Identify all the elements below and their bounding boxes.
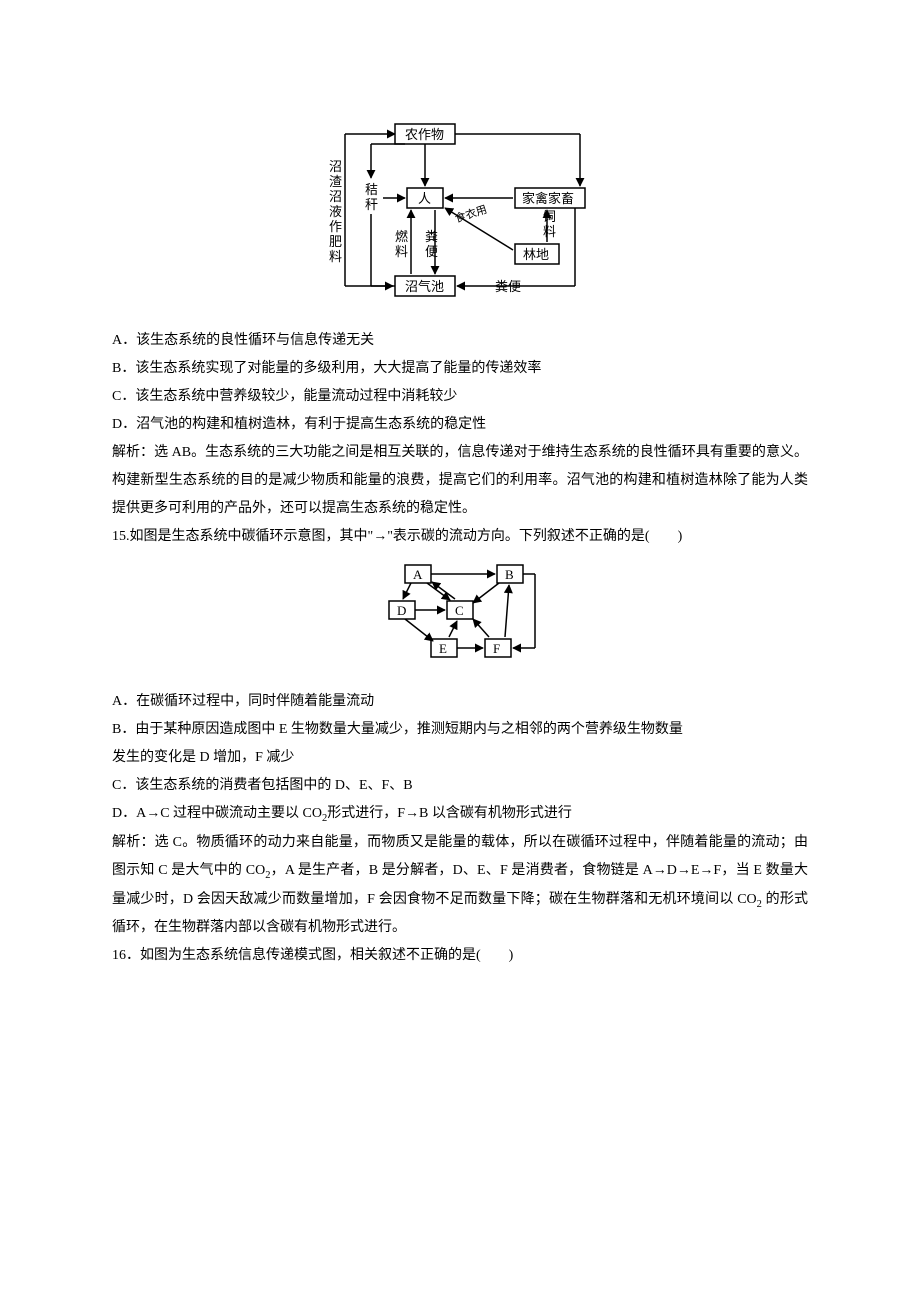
d1-vert-7: 料: [329, 249, 342, 264]
d1-vert-5: 作: [329, 219, 342, 234]
q14-option-d: D．沼气池的构建和植树造林，有利于提高生态系统的稳定性: [112, 411, 808, 439]
q15d-pre: D．A→C 过程中碳流动主要以 CO: [112, 806, 322, 821]
d2-B: B: [505, 567, 514, 582]
d1-vert-6: 肥: [329, 234, 342, 249]
d1-vert-2: 渣: [329, 174, 342, 189]
d2-C: C: [455, 603, 464, 618]
q15-option-c: C．该生态系统的消费者包括图中的 D、E、F、B: [112, 772, 808, 800]
d1-straw-2: 秆: [365, 197, 378, 212]
d2-F: F: [493, 641, 500, 656]
q14-option-c: C．该生态系统中营养级较少，能量流动过程中消耗较少: [112, 383, 808, 411]
diagram1-wrap: 沼 渣 沼 液 作 肥 料 农作物 人 家禽家畜 秸 秆 燃 料 粪 便: [112, 116, 808, 317]
q15-explanation: 解析：选 C。物质循环的动力来自能量，而物质又是能量的载体，所以在碳循环过程中，…: [112, 829, 808, 943]
d1-fod-2: 料: [543, 224, 556, 239]
q15-option-b-2: 发生的变化是 D 增加，F 减少: [112, 744, 808, 772]
diagram2-wrap: A B C D E F: [112, 557, 808, 678]
d1-biogas: 沼气池: [405, 279, 444, 294]
q14-explanation: 解析：选 AB。生态系统的三大功能之间是相互关联的，信息传递对于维持生态系统的良…: [112, 439, 808, 523]
d1-crop: 农作物: [405, 127, 444, 142]
d1-fuel-1: 燃: [395, 229, 408, 244]
q14-option-a: A．该生态系统的良性循环与信息传递无关: [112, 327, 808, 355]
d1-man-2: 便: [425, 244, 438, 259]
d1-vert-1: 沼: [329, 159, 342, 174]
q15-option-a: A．在碳循环过程中，同时伴随着能量流动: [112, 688, 808, 716]
d1-food: 食衣用: [453, 202, 489, 226]
q15-stem: 15.如图是生态系统中碳循环示意图，其中"→"表示碳的流动方向。下列叙述不正确的…: [112, 523, 808, 551]
d1-vert-4: 液: [329, 204, 342, 219]
d1-man-1: 粪: [425, 229, 438, 244]
d1-forest: 林地: [523, 247, 549, 262]
q14-option-b: B．该生态系统实现了对能量的多级利用，大大提高了能量的传递效率: [112, 355, 808, 383]
diagram2: A B C D E F: [375, 557, 545, 667]
d1-fuel-2: 料: [395, 244, 408, 259]
q16-stem: 16．如图为生态系统信息传递模式图，相关叙述不正确的是( ): [112, 942, 808, 970]
d1-poultry: 家禽家畜: [522, 191, 574, 206]
q15-option-b-1: B．由于某种原因造成图中 E 生物数量大量减少，推测短期内与之相邻的两个营养级生…: [112, 716, 808, 744]
d1-human: 人: [418, 191, 431, 206]
d2-D: D: [397, 603, 406, 618]
d1-vert-3: 沼: [329, 189, 342, 204]
d2-A: A: [413, 567, 423, 582]
q15-option-d: D．A→C 过程中碳流动主要以 CO2形式进行，F→B 以含碳有机物形式进行: [112, 800, 808, 829]
q15d-post: 形式进行，F→B 以含碳有机物形式进行: [327, 806, 572, 821]
d1-straw-1: 秸: [365, 182, 378, 197]
d2-E: E: [439, 641, 447, 656]
diagram1: 沼 渣 沼 液 作 肥 料 农作物 人 家禽家畜 秸 秆 燃 料 粪 便: [315, 116, 605, 306]
d1-fod-1: 饲: [543, 209, 556, 224]
